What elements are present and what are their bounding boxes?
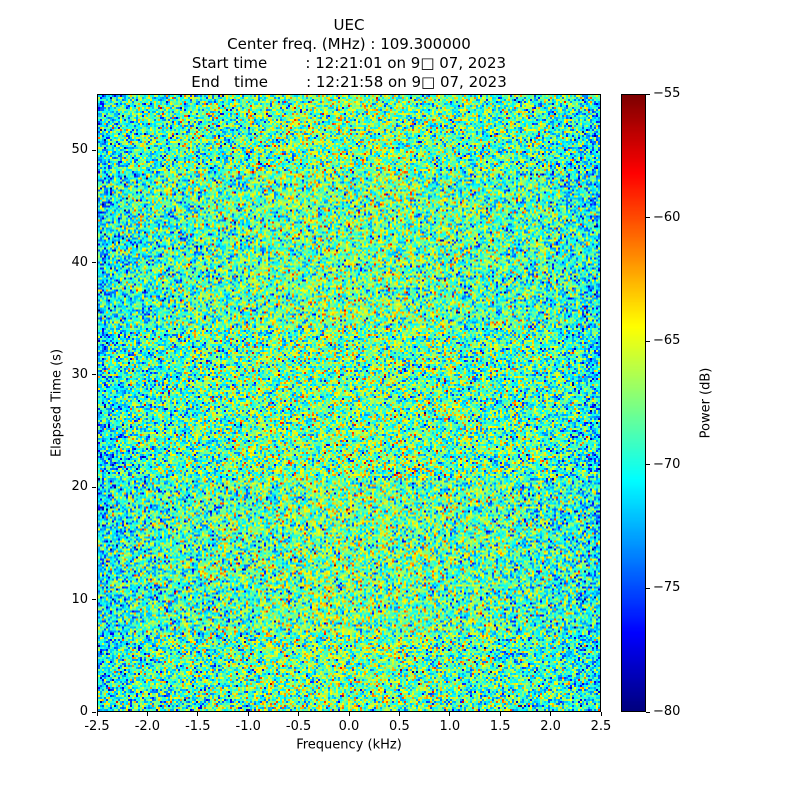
y-tick-mark <box>92 149 96 151</box>
x-tick-mark <box>298 712 300 716</box>
x-tick-label: 0.5 <box>389 719 410 734</box>
colorbar-tick-mark <box>646 711 650 713</box>
x-tick-label: 2.0 <box>540 719 561 734</box>
colorbar-tick-mark <box>646 93 650 95</box>
x-tick-mark <box>247 712 249 716</box>
x-tick-mark <box>146 712 148 716</box>
figure-header: UEC Center freq. (MHz) : 109.300000 Star… <box>97 16 601 92</box>
colorbar-tick-label: −70 <box>653 456 681 472</box>
x-tick-label: 2.5 <box>590 719 612 734</box>
colorbar <box>621 94 646 712</box>
x-tick-label: 1.5 <box>489 719 511 734</box>
y-tick-label: 20 <box>71 479 88 495</box>
y-tick-mark <box>92 374 96 376</box>
spectrogram-heatmap <box>98 95 600 711</box>
x-tick-label: -1.0 <box>235 719 261 734</box>
y-tick-mark <box>92 599 96 601</box>
x-tick-label: 0.0 <box>338 719 360 734</box>
colorbar-tick-label: −80 <box>653 704 681 719</box>
figure-title: UEC <box>333 16 365 34</box>
y-tick-mark <box>92 711 96 713</box>
x-tick-label: 1.0 <box>439 719 461 734</box>
x-tick-label: -2.5 <box>84 719 110 734</box>
colorbar-tick-mark <box>646 464 650 466</box>
x-axis-label: Frequency (kHz) <box>296 737 402 753</box>
x-tick-label: -2.0 <box>134 719 161 734</box>
x-tick-mark <box>398 712 400 716</box>
colorbar-gradient <box>622 95 645 711</box>
y-tick-mark <box>92 486 96 488</box>
colorbar-tick-label: −75 <box>653 580 681 596</box>
y-axis-label: Elapsed Time (s) <box>49 348 65 458</box>
x-tick-mark <box>96 712 98 716</box>
x-tick-mark <box>348 712 350 716</box>
colorbar-tick-mark <box>646 340 650 342</box>
x-tick-mark <box>550 712 552 716</box>
colorbar-tick-label: −55 <box>653 86 681 101</box>
colorbar-tick-label: −65 <box>653 333 681 349</box>
colorbar-label: Power (dB) <box>698 367 714 439</box>
y-tick-label: 40 <box>71 254 88 270</box>
end-time-line: End time : 12:21:58 on 9□ 07, 2023 <box>191 73 507 91</box>
colorbar-tick-mark <box>646 217 650 219</box>
center-freq-line: Center freq. (MHz) : 109.300000 <box>227 35 471 53</box>
colorbar-tick-mark <box>646 587 650 589</box>
x-tick-label: -0.5 <box>285 719 312 734</box>
y-tick-label: 30 <box>71 366 88 382</box>
x-tick-mark <box>197 712 199 716</box>
colorbar-tick-label: −60 <box>653 209 681 225</box>
spectrogram-plot-area <box>97 94 601 712</box>
x-tick-mark <box>600 712 602 716</box>
x-tick-label: -1.5 <box>185 719 211 734</box>
y-tick-mark <box>92 262 96 264</box>
y-tick-label: 0 <box>79 704 88 719</box>
y-tick-label: 50 <box>71 142 88 158</box>
x-tick-mark <box>499 712 501 716</box>
start-time-line: Start time : 12:21:01 on 9□ 07, 2023 <box>191 54 507 72</box>
x-tick-mark <box>449 712 451 716</box>
y-tick-label: 10 <box>71 591 88 607</box>
